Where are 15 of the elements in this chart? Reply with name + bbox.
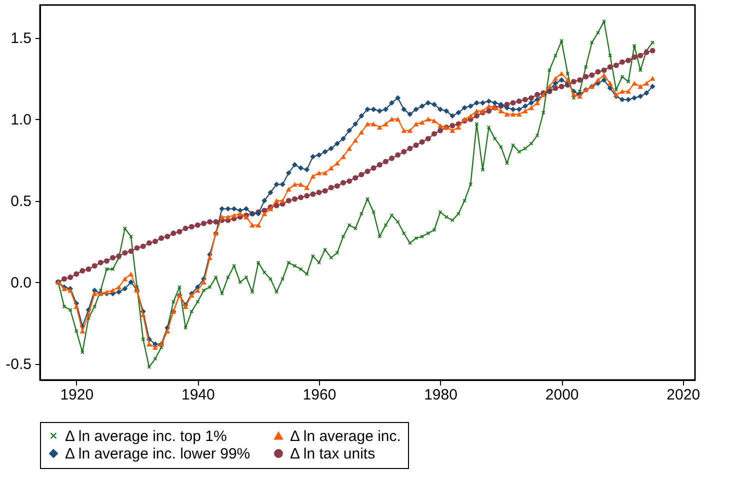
legend-label: Δ ln average inc. (290, 428, 401, 445)
x-tick-label: 2020 (666, 386, 700, 404)
legend-label: Δ ln average inc. top 1% (65, 428, 227, 445)
legend-label: Δ ln average inc. lower 99% (65, 446, 250, 462)
y-tick-label: 0.5 (10, 193, 32, 210)
legend-label: Δ ln tax units (290, 446, 376, 462)
x-tick-label: 1960 (302, 386, 336, 404)
x-tick-label: 1940 (182, 386, 215, 404)
y-tick-label: -0.5 (6, 356, 32, 374)
y-tick-label: 0.0 (10, 274, 32, 292)
y-tick-label: 1.0 (10, 112, 32, 129)
y-tick-label: 1.5 (10, 30, 32, 48)
x-tick-label: 1920 (60, 386, 94, 404)
x-tick-label: 2000 (545, 386, 579, 404)
x-tick-label: 1980 (424, 386, 458, 404)
